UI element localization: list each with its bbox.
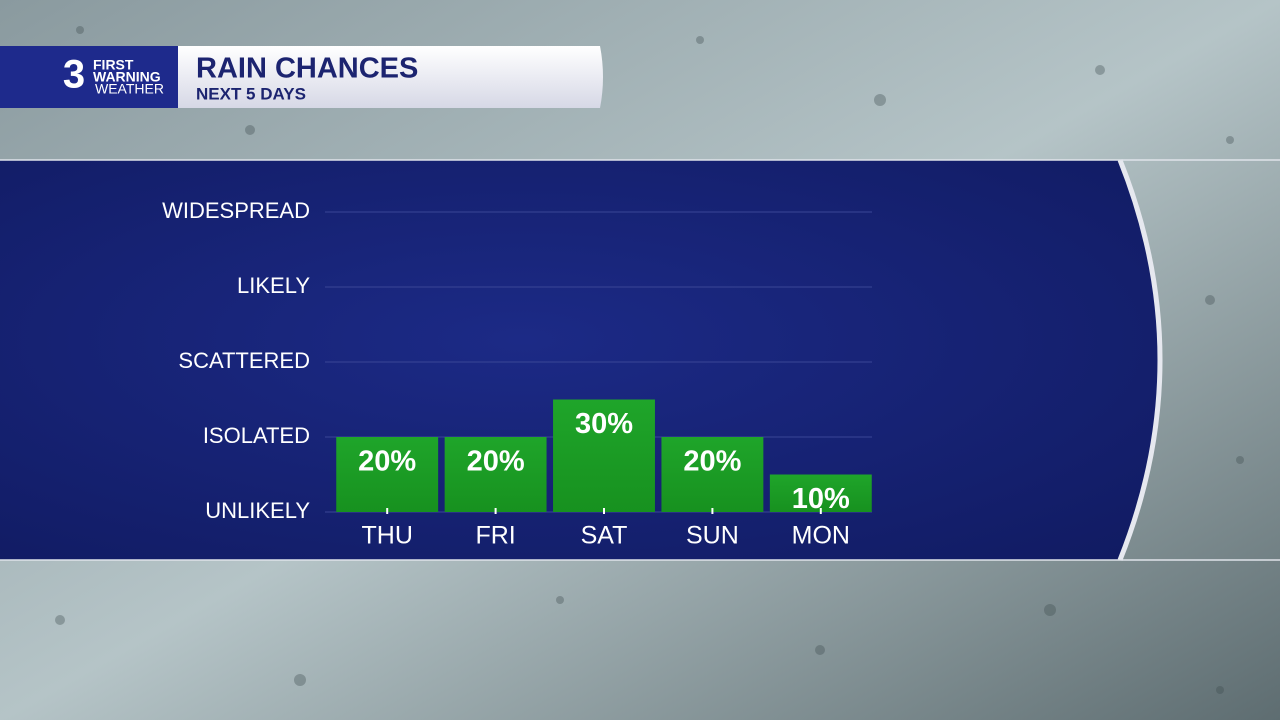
x-tick-label: FRI xyxy=(475,522,515,550)
logo-number: 3 xyxy=(63,53,85,97)
logo-text: WEATHER xyxy=(95,81,164,97)
bar xyxy=(661,437,764,512)
value-label: 20% xyxy=(467,446,525,478)
bar xyxy=(336,437,439,512)
panel xyxy=(0,160,1160,560)
value-label: 30% xyxy=(575,408,633,440)
x-tick-label: THU xyxy=(362,522,413,550)
bar xyxy=(444,437,547,512)
y-tick-label: UNLIKELY xyxy=(205,498,310,523)
y-tick-label: WIDESPREAD xyxy=(162,198,310,223)
chart-subtitle: NEXT 5 DAYS xyxy=(196,84,306,103)
value-label: 20% xyxy=(358,446,416,478)
x-tick-label: SAT xyxy=(581,522,628,550)
bar xyxy=(769,474,872,512)
logo-text: FIRST xyxy=(93,57,134,73)
x-tick-label: SUN xyxy=(686,522,739,550)
y-tick-label: LIKELY xyxy=(237,273,310,298)
logo-box xyxy=(0,46,178,108)
raindrops xyxy=(55,26,1244,694)
x-tick-label: MON xyxy=(792,522,850,550)
bar xyxy=(553,399,655,512)
y-tick-label: ISOLATED xyxy=(203,423,310,448)
logo-text: WARNING xyxy=(93,69,161,85)
y-tick-label: SCATTERED xyxy=(178,348,310,373)
panel-arc xyxy=(1117,159,1163,561)
value-label: 20% xyxy=(683,446,741,478)
chart-title: RAIN CHANCES xyxy=(196,53,418,85)
